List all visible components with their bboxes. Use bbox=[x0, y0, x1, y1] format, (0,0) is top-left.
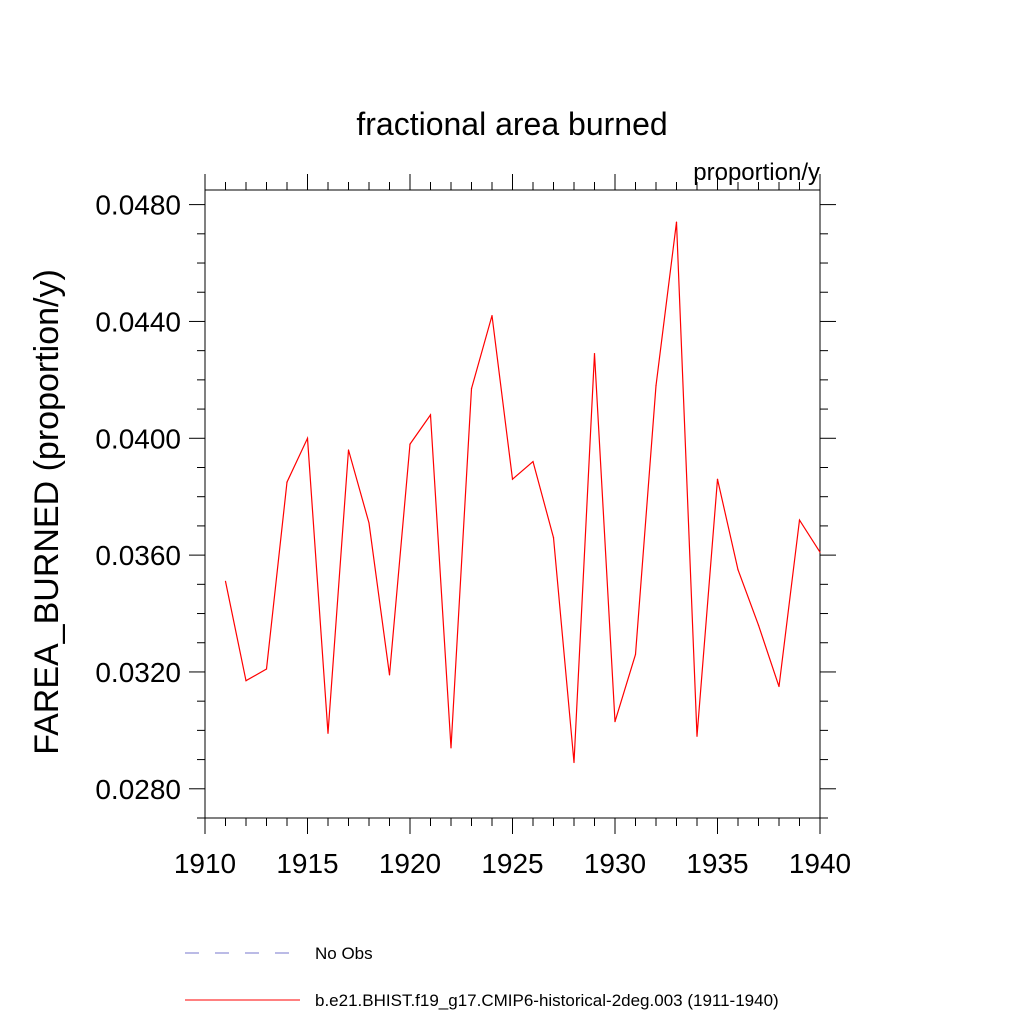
series-layer bbox=[224, 221, 821, 764]
legend-label-model-run: b.e21.BHIST.f19_g17.CMIP6-historical-2de… bbox=[315, 991, 779, 1010]
series-point bbox=[655, 385, 657, 387]
x-tick-label: 1930 bbox=[584, 848, 646, 879]
series-point bbox=[737, 569, 739, 571]
series-point bbox=[573, 761, 575, 764]
series-point bbox=[388, 674, 391, 676]
y-tick-label: 0.0400 bbox=[95, 423, 181, 454]
series-point bbox=[511, 478, 514, 480]
series-point bbox=[286, 481, 288, 483]
series-point bbox=[675, 221, 678, 223]
y-tick-label: 0.0280 bbox=[95, 774, 181, 805]
plot-frame bbox=[204, 189, 821, 819]
series-line-1 bbox=[224, 222, 821, 763]
series-point bbox=[778, 685, 780, 688]
series-point bbox=[368, 522, 370, 524]
x-tick-label: 1940 bbox=[789, 848, 851, 879]
x-tick-label: 1925 bbox=[481, 848, 543, 879]
series-point bbox=[532, 461, 534, 463]
series-point bbox=[491, 315, 493, 317]
x-tick-label: 1935 bbox=[686, 848, 748, 879]
series-point bbox=[696, 735, 698, 737]
y-axis-label: FAREA_BURNED (proportion/y) bbox=[28, 269, 66, 755]
legend-label-no-obs: No Obs bbox=[315, 944, 373, 963]
series-point bbox=[716, 478, 719, 480]
series-point bbox=[819, 551, 821, 553]
series-point bbox=[347, 449, 350, 451]
y-tick-label: 0.0320 bbox=[95, 657, 181, 688]
series-point bbox=[614, 721, 616, 723]
series-point bbox=[470, 388, 473, 390]
chart-title: fractional area burned bbox=[356, 106, 667, 142]
y-tick-label: 0.0480 bbox=[95, 190, 181, 221]
chart-units: proportion/y bbox=[693, 159, 820, 186]
series-point bbox=[245, 680, 247, 682]
series-point bbox=[593, 352, 596, 355]
axes: 1910 1915 1920 1925 1930 1935 1940 0.0280 0.0320… bbox=[95, 174, 851, 879]
series-point bbox=[265, 668, 268, 670]
series-point bbox=[634, 653, 637, 656]
x-tick-label: 1915 bbox=[276, 848, 338, 879]
series-point bbox=[327, 732, 329, 734]
series-point bbox=[224, 580, 227, 583]
series-point bbox=[450, 747, 452, 749]
series-point bbox=[757, 624, 760, 626]
legend: No Obs b.e21.BHIST.f19_g17.CMIP6-histori… bbox=[185, 944, 779, 1010]
series-point bbox=[409, 443, 411, 445]
series-point bbox=[798, 519, 801, 521]
series-point bbox=[552, 536, 555, 539]
y-tick-label: 0.0360 bbox=[95, 540, 181, 571]
series-point bbox=[306, 437, 309, 439]
x-tick-label: 1910 bbox=[174, 848, 236, 879]
series-point bbox=[429, 414, 432, 416]
x-tick-label: 1920 bbox=[379, 848, 441, 879]
y-tick-label: 0.0440 bbox=[95, 306, 181, 337]
